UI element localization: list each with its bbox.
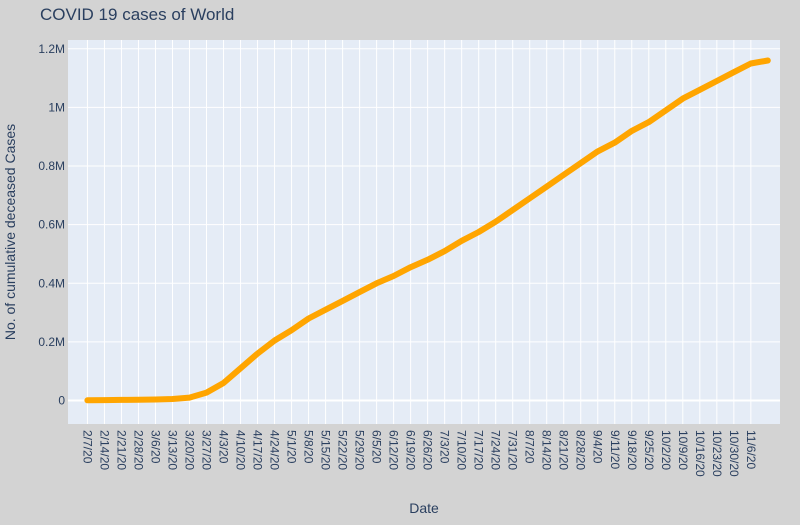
x-tick-label: 3/27/20: [200, 430, 214, 470]
plot-background: [68, 40, 780, 424]
x-tick-label: 8/28/20: [574, 430, 588, 470]
x-tick-label: 9/25/20: [642, 430, 656, 470]
x-tick-label: 5/29/20: [353, 430, 367, 470]
x-tick-label: 10/2/20: [659, 430, 673, 470]
y-axis-ticks: 0 0.2M 0.4M 0.6M 0.8M 1M 1.2M: [38, 42, 65, 408]
x-tick-label: 11/6/20: [744, 430, 758, 469]
x-tick-label: 6/5/20: [370, 430, 384, 464]
x-tick-label: 9/11/20: [608, 430, 622, 469]
x-tick-label: 7/17/20: [472, 430, 486, 470]
x-tick-label: 2/28/20: [131, 430, 145, 470]
series-line: [84, 57, 771, 404]
y-tick-label: 0.8M: [38, 159, 65, 173]
x-tick-label: 2/7/20: [80, 430, 94, 464]
y-tick-label: 0: [58, 394, 65, 408]
y-tick-label: 0.2M: [38, 335, 65, 349]
x-tick-label: 5/22/20: [336, 430, 350, 470]
x-tick-label: 2/21/20: [114, 430, 128, 470]
y-tick-label: 1.2M: [38, 42, 65, 56]
grid: [68, 40, 780, 424]
x-tick-label: 5/1/20: [285, 430, 299, 464]
y-axis-title: No. of cumulative deceased Cases: [2, 124, 18, 340]
x-tick-label: 4/17/20: [251, 430, 265, 470]
x-tick-label: 10/9/20: [676, 430, 690, 470]
x-tick-label: 4/10/20: [234, 430, 248, 470]
x-tick-label: 9/18/20: [625, 430, 639, 470]
x-tick-label: 10/23/20: [710, 430, 724, 477]
x-tick-label: 5/8/20: [302, 430, 316, 464]
x-tick-label: 6/19/20: [404, 430, 418, 470]
x-tick-label: 5/15/20: [319, 430, 333, 470]
x-tick-label: 6/26/20: [421, 430, 435, 470]
x-axis-title: Date: [409, 500, 439, 516]
y-tick-label: 1M: [48, 100, 65, 114]
x-tick-label: 8/7/20: [523, 430, 537, 464]
x-tick-label: 7/10/20: [455, 430, 469, 470]
x-tick-label: 4/3/20: [217, 430, 231, 464]
x-tick-label: 2/14/20: [97, 430, 111, 470]
y-tick-label: 0.4M: [38, 276, 65, 290]
x-tick-label: 8/21/20: [557, 430, 571, 470]
x-axis-ticks: 2/7/20 2/14/20 2/21/20 2/28/20 3/6/20 3/13/20…: [80, 430, 757, 477]
x-tick-label: 3/20/20: [183, 430, 197, 470]
x-tick-label: 6/12/20: [387, 430, 401, 470]
x-tick-label: 3/6/20: [148, 430, 162, 464]
chart-title: COVID 19 cases of World: [40, 5, 234, 24]
series-layer: [84, 57, 771, 404]
x-tick-label: 3/13/20: [165, 430, 179, 470]
x-tick-label: 7/24/20: [489, 430, 503, 470]
x-tick-label: 7/31/20: [506, 430, 520, 470]
x-tick-label: 10/16/20: [693, 430, 707, 477]
x-tick-label: 10/30/20: [727, 430, 741, 477]
x-tick-label: 7/3/20: [438, 430, 452, 464]
x-tick-label: 8/14/20: [540, 430, 554, 470]
x-tick-label: 4/24/20: [268, 430, 282, 470]
y-tick-label: 0.6M: [38, 218, 65, 232]
x-tick-label: 9/4/20: [591, 430, 605, 464]
